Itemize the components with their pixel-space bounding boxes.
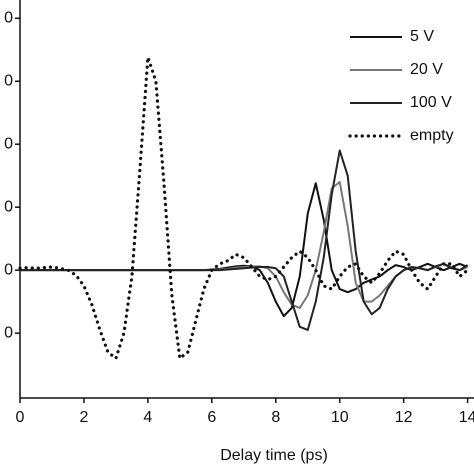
y-tick-label: 0 [4,135,13,152]
legend-label: empty [410,127,454,144]
x-tick-label: 0 [16,409,25,426]
x-tick-label: 14 [459,409,474,426]
legend-label: 100 V [410,94,452,111]
x-tick-label: 10 [331,409,349,426]
series-line [20,182,468,318]
x-tick-label: 4 [143,409,152,426]
legend-label: 5 V [410,28,434,45]
legend-label: 20 V [410,61,443,78]
series-line [20,149,469,331]
x-axis-label: Delay time (ps) [220,447,328,464]
y-tick-label: 0 [4,9,13,26]
y-tick-label: 0 [4,324,13,341]
y-tick-label: 0 [4,261,13,278]
y-tick-label: 0 [4,72,13,89]
series-line [18,55,470,360]
x-tick-label: 8 [271,409,280,426]
x-tick-label: 2 [79,409,88,426]
x-tick-label: 12 [395,409,413,426]
y-tick-label: 0 [4,198,13,215]
x-tick-label: 6 [207,409,216,426]
series-line [20,181,468,309]
